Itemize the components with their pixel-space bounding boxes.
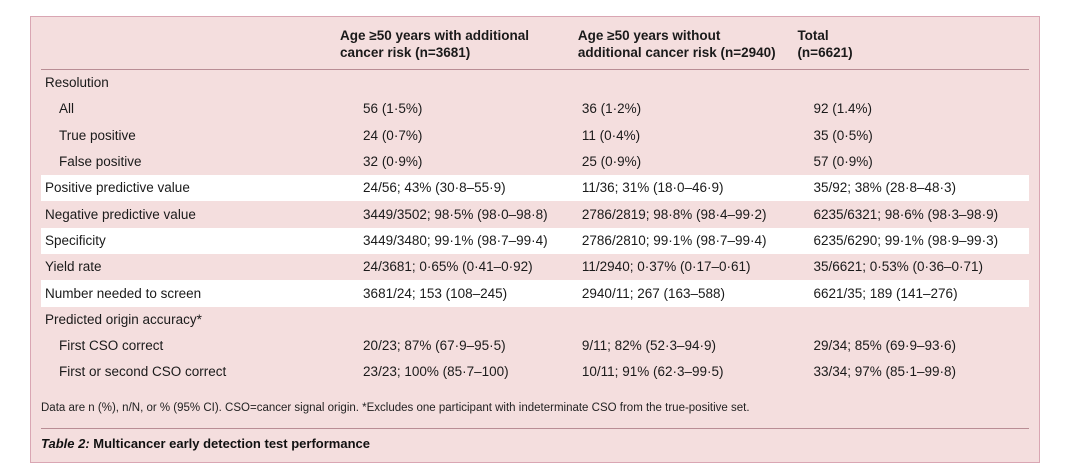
- row-label: Positive predictive value: [41, 175, 337, 202]
- table-row: First CSO correct 20/23; 87% (67·9–95·5) 9…: [41, 333, 1029, 359]
- row-label: Yield rate: [45, 259, 102, 275]
- cell-total: 6235/6290; 99·1% (98·9–99·3): [793, 227, 1029, 255]
- row-label: True positive: [59, 127, 136, 143]
- table-body: Resolution All 56 (1·5%) 36 (1·2%) 92 (1.4%)…: [41, 70, 1029, 386]
- header-cell-without-risk: Age ≥50 years without additional cancer r…: [574, 17, 794, 70]
- cell-without-risk: 2786/2810; 99·1% (98·7–99·4): [573, 227, 794, 255]
- row-label: Negative predictive value: [45, 206, 196, 222]
- cell-total: 35 (0·5%): [813, 127, 873, 143]
- cell-with-risk: 23/23; 100% (85·7–100): [363, 364, 509, 380]
- cell-without-risk: [574, 307, 794, 333]
- cell-without-risk: 9/11; 82% (52·3–94·9): [581, 338, 716, 354]
- cell-total: 35/92; 38% (28·8–48·3): [793, 175, 1029, 202]
- cell-without-risk: 25 (0·9%): [581, 154, 642, 170]
- cell-without-risk: 36 (1·2%): [581, 101, 642, 117]
- cell-without-risk: [574, 70, 794, 97]
- cell-total: 57 (0·9%): [813, 154, 873, 170]
- row-label: Specificity: [41, 227, 337, 255]
- table-row: True positive 24 (0·7%) 11 (0·4%) 35 (0·5%): [41, 123, 1029, 149]
- cell-total: [793, 307, 1029, 333]
- cell-without-risk: 10/11; 91% (62·3–99·5): [581, 364, 724, 380]
- caption-label: Table 2:: [41, 436, 90, 451]
- cell-with-risk: [336, 70, 574, 97]
- row-label: First CSO correct: [59, 338, 164, 354]
- header-line: Age ≥50 years with additional: [340, 28, 530, 43]
- cell-total: 6235/6321; 98·6% (98·3–98·9): [813, 206, 999, 222]
- cell-without-risk: 11/36; 31% (18·0–46·9): [573, 175, 794, 202]
- cell-without-risk: 2786/2819; 98·8% (98·4–99·2): [581, 206, 767, 222]
- header-cell-with-risk: Age ≥50 years with additional cancer risk…: [336, 17, 574, 70]
- table-caption: Table 2: Multicancer early detection tes…: [41, 436, 370, 451]
- row-label: Resolution: [45, 75, 109, 91]
- cell-total: 6621/35; 189 (141–276): [793, 280, 1029, 307]
- table-row: All 56 (1·5%) 36 (1·2%) 92 (1.4%): [41, 96, 1029, 122]
- cell-with-risk: 32 (0·9%): [363, 154, 423, 170]
- table-footnote: Data are n (%), n/N, or % (95% CI). CSO=…: [41, 402, 750, 414]
- header-line: cancer risk (n=3681): [340, 45, 471, 60]
- table-row: Number needed to screen 3681/24; 153 (108…: [41, 280, 1029, 307]
- cell-with-risk: 24/56; 43% (30·8–55·9): [336, 175, 574, 202]
- divider: [41, 428, 1029, 429]
- header-line: Age ≥50 years without: [577, 28, 721, 43]
- row-label: False positive: [59, 154, 142, 170]
- cell-total: 33/34; 97% (85·1–99·8): [813, 364, 957, 380]
- table-header: Age ≥50 years with additional cancer risk…: [41, 17, 1029, 70]
- cell-without-risk: 2940/11; 267 (163–588): [573, 280, 794, 307]
- cell-with-risk: 56 (1·5%): [363, 101, 423, 117]
- table-row: False positive 32 (0·9%) 25 (0·9%) 57 (0·9%…: [41, 149, 1029, 175]
- row-label: First or second CSO correct: [59, 364, 227, 380]
- cell-with-risk: 24/3681; 0·65% (0·41–0·92): [363, 259, 533, 275]
- caption-title: Multicancer early detection test perform…: [89, 436, 370, 451]
- header-line: Total: [797, 28, 829, 43]
- cell-with-risk: 3449/3502; 98·5% (98·0–98·8): [363, 206, 548, 222]
- table-row: Predicted origin accuracy*: [41, 307, 1029, 333]
- row-label: Predicted origin accuracy*: [45, 311, 202, 327]
- performance-table: Age ≥50 years with additional cancer risk…: [41, 17, 1029, 386]
- table-row: First or second CSO correct 23/23; 100% (…: [41, 359, 1029, 385]
- table-row: Negative predictive value 3449/3502; 98·5…: [41, 201, 1029, 227]
- table-row: Yield rate 24/3681; 0·65% (0·41–0·92) 11/2…: [41, 254, 1029, 280]
- cell-with-risk: [336, 307, 574, 333]
- cell-without-risk: 11/2940; 0·37% (0·17–0·61): [581, 259, 751, 275]
- table-row: Specificity 3449/3480; 99·1% (98·7–99·4) 2…: [41, 227, 1029, 255]
- cell-without-risk: 11 (0·4%): [581, 127, 641, 143]
- header-line: (n=6621): [797, 45, 853, 60]
- table-row: Resolution: [41, 70, 1029, 97]
- cell-with-risk: 20/23; 87% (67·9–95·5): [363, 338, 506, 354]
- cell-total: 35/6621; 0·53% (0·36–0·71): [813, 259, 984, 275]
- cell-total: 92 (1.4%): [813, 101, 872, 117]
- cell-with-risk: 3449/3480; 99·1% (98·7–99·4): [336, 227, 574, 255]
- cell-total: 29/34; 85% (69·9–93·6): [813, 338, 957, 354]
- cell-with-risk: 24 (0·7%): [363, 127, 423, 143]
- header-cell-total: Total (n=6621): [793, 17, 1029, 70]
- cell-total: [793, 70, 1029, 97]
- header-cell-label: [41, 17, 336, 70]
- header-line: additional cancer risk (n=2940): [577, 45, 776, 60]
- table-row: Positive predictive value 24/56; 43% (30·…: [41, 175, 1029, 202]
- table-panel: Age ≥50 years with additional cancer risk…: [30, 16, 1040, 463]
- row-label: All: [59, 101, 75, 117]
- cell-with-risk: 3681/24; 153 (108–245): [336, 280, 574, 307]
- row-label: Number needed to screen: [41, 280, 337, 307]
- header-row: Age ≥50 years with additional cancer risk…: [41, 17, 1029, 70]
